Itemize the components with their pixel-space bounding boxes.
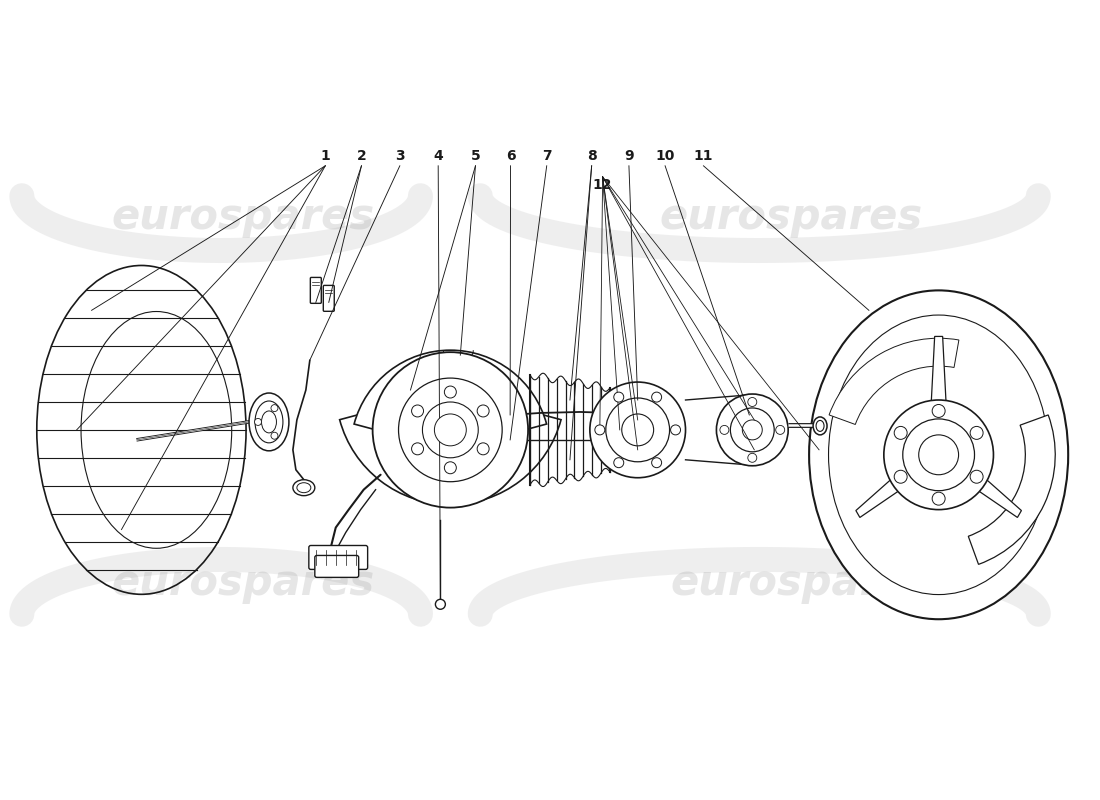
Circle shape (444, 386, 456, 398)
Circle shape (271, 405, 278, 412)
Circle shape (595, 425, 605, 435)
Ellipse shape (810, 290, 1068, 619)
Wedge shape (340, 409, 561, 505)
FancyBboxPatch shape (315, 555, 359, 578)
Text: eurospares: eurospares (111, 562, 375, 604)
Text: eurospares: eurospares (111, 196, 375, 238)
Circle shape (411, 443, 424, 455)
Circle shape (742, 420, 762, 440)
Circle shape (477, 443, 490, 455)
Text: 2: 2 (356, 149, 366, 163)
Polygon shape (930, 337, 947, 433)
FancyBboxPatch shape (310, 278, 321, 303)
Circle shape (422, 402, 478, 458)
Wedge shape (354, 350, 547, 434)
Text: 11: 11 (694, 149, 713, 163)
Ellipse shape (828, 315, 1048, 594)
Circle shape (748, 454, 757, 462)
Circle shape (444, 462, 456, 474)
Circle shape (932, 405, 945, 418)
Ellipse shape (656, 433, 675, 447)
Circle shape (894, 470, 908, 483)
Text: 12: 12 (593, 178, 613, 192)
Text: 7: 7 (542, 149, 551, 163)
Circle shape (970, 470, 983, 483)
Circle shape (716, 394, 789, 466)
Polygon shape (856, 458, 924, 518)
Wedge shape (829, 338, 959, 425)
Circle shape (776, 426, 784, 434)
Circle shape (730, 408, 774, 452)
Circle shape (606, 398, 670, 462)
Circle shape (434, 414, 466, 446)
Circle shape (932, 492, 945, 505)
FancyBboxPatch shape (323, 286, 334, 311)
Text: eurospares: eurospares (660, 196, 923, 238)
Circle shape (651, 392, 661, 402)
Circle shape (271, 432, 278, 439)
Circle shape (651, 458, 661, 468)
Circle shape (411, 405, 424, 417)
Wedge shape (968, 415, 1055, 564)
Circle shape (621, 414, 653, 446)
Circle shape (719, 426, 729, 434)
Text: 5: 5 (471, 149, 481, 163)
Circle shape (398, 378, 503, 482)
Ellipse shape (293, 480, 315, 496)
Ellipse shape (816, 421, 824, 431)
FancyBboxPatch shape (309, 546, 367, 570)
Text: 6: 6 (506, 149, 516, 163)
Ellipse shape (813, 417, 827, 435)
Circle shape (477, 405, 490, 417)
Ellipse shape (255, 401, 283, 443)
Text: 10: 10 (656, 149, 674, 163)
Text: 3: 3 (395, 149, 405, 163)
Circle shape (590, 382, 685, 478)
Circle shape (254, 418, 262, 426)
Circle shape (436, 599, 446, 610)
Circle shape (671, 425, 681, 435)
Circle shape (903, 419, 975, 490)
Text: 1: 1 (320, 149, 330, 163)
Ellipse shape (249, 393, 289, 451)
Text: eurospares: eurospares (671, 562, 934, 604)
Text: 8: 8 (586, 149, 596, 163)
Circle shape (373, 352, 528, 508)
Text: 4: 4 (433, 149, 443, 163)
Circle shape (883, 400, 993, 510)
Text: 9: 9 (624, 149, 634, 163)
Circle shape (970, 426, 983, 439)
Ellipse shape (639, 409, 661, 423)
Ellipse shape (262, 411, 276, 433)
Circle shape (918, 435, 958, 474)
Circle shape (894, 426, 908, 439)
Wedge shape (375, 411, 526, 470)
Circle shape (748, 398, 757, 406)
Polygon shape (953, 458, 1022, 518)
Circle shape (614, 392, 624, 402)
Circle shape (614, 458, 624, 468)
